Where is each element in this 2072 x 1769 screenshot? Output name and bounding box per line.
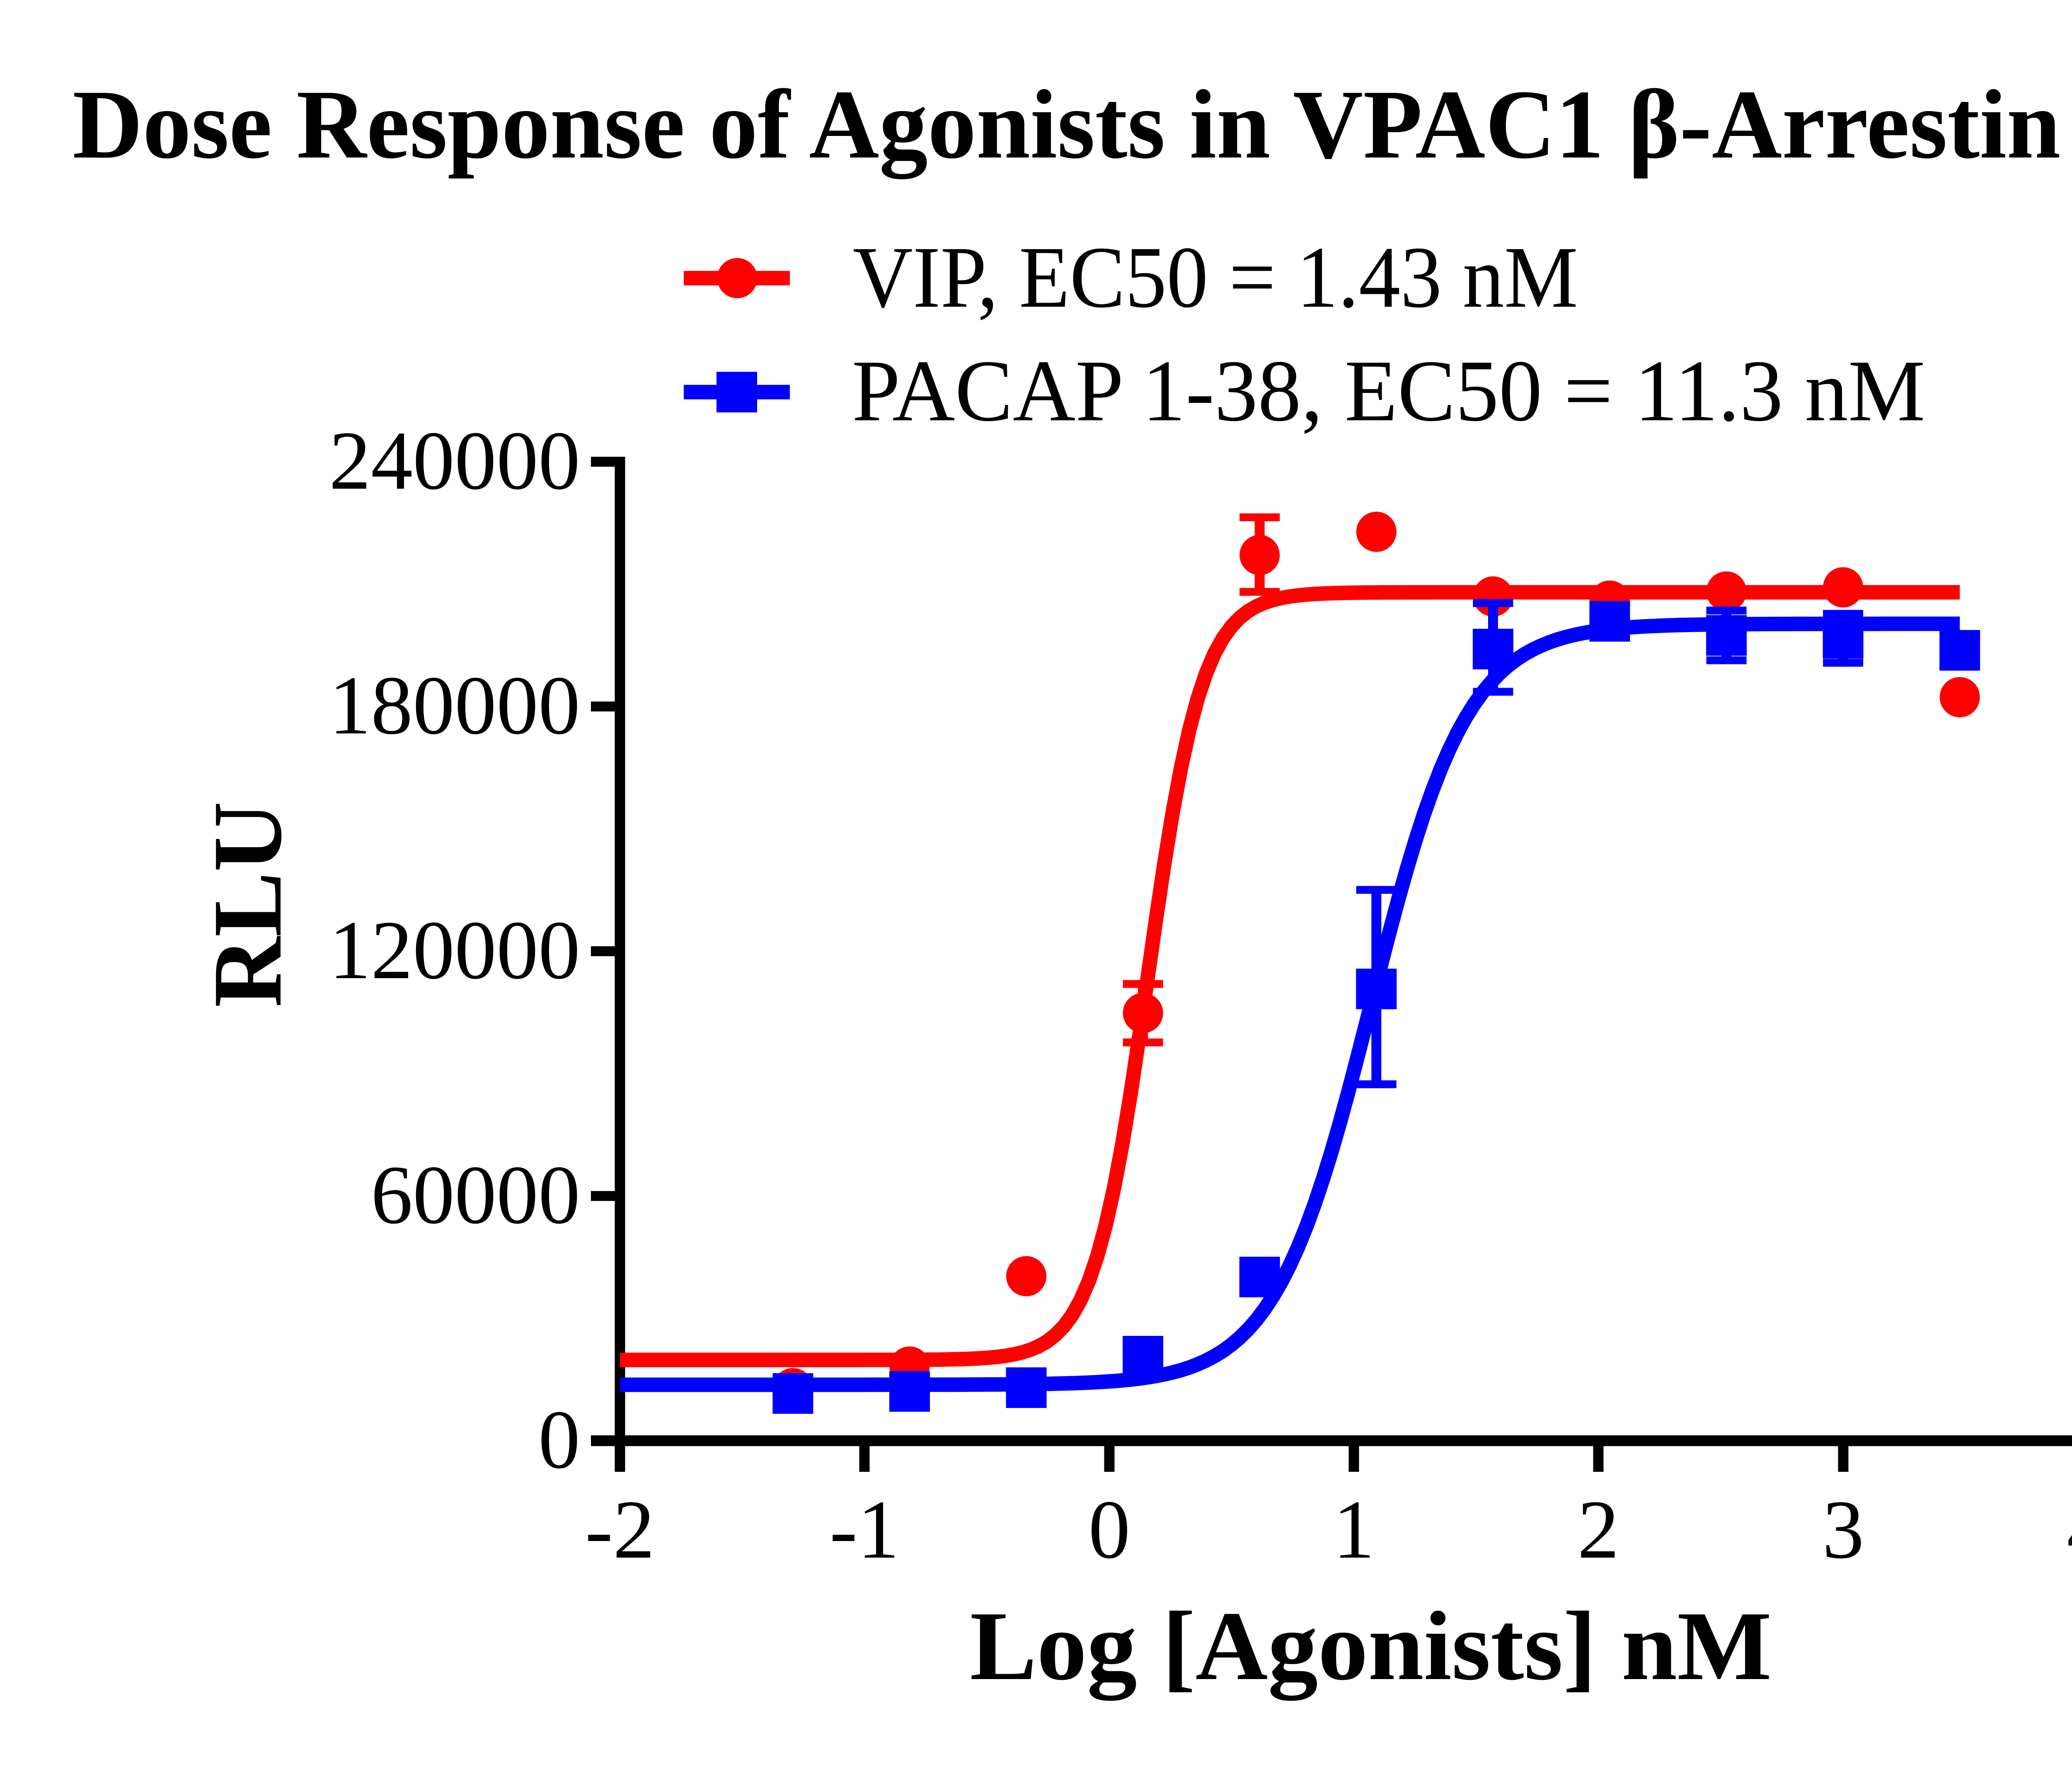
svg-text:-1: -1 — [830, 1483, 899, 1576]
svg-text:VIP, EC50 = 1.43 nM: VIP, EC50 = 1.43 nM — [853, 228, 1578, 326]
svg-text:-2: -2 — [585, 1483, 655, 1576]
svg-text:4: 4 — [2067, 1483, 2072, 1576]
svg-text:Dose Response of Agonists in V: Dose Response of Agonists in VPAC1 β-Arr… — [73, 70, 2072, 179]
svg-text:1: 1 — [1333, 1483, 1375, 1576]
svg-text:2: 2 — [1578, 1483, 1619, 1576]
svg-text:3: 3 — [1823, 1483, 1864, 1576]
svg-text:120000: 120000 — [329, 904, 580, 996]
svg-text:PACAP 1-38, EC50 = 11.3 nM: PACAP 1-38, EC50 = 11.3 nM — [852, 342, 1925, 439]
svg-text:RLU: RLU — [193, 802, 302, 1008]
svg-text:Log [Agonists] nM: Log [Agonists] nM — [970, 1592, 1772, 1701]
svg-text:0: 0 — [1089, 1483, 1130, 1576]
svg-text:0: 0 — [538, 1393, 580, 1486]
svg-text:240000: 240000 — [329, 414, 580, 507]
svg-text:60000: 60000 — [371, 1149, 580, 1241]
svg-text:180000: 180000 — [329, 659, 580, 752]
